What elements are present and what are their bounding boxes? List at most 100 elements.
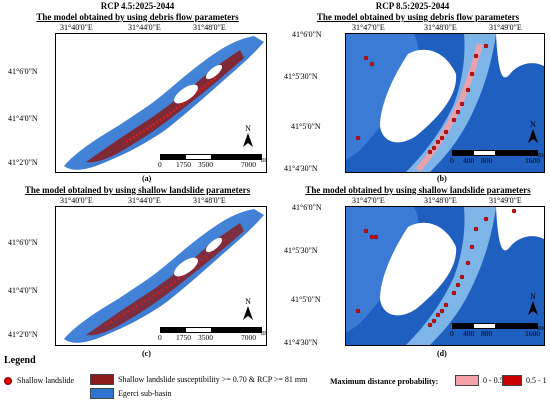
landslide-dot-icon — [4, 376, 12, 385]
north-arrow-icon — [243, 133, 253, 147]
map-panel-c — [55, 206, 267, 346]
scale-bar-a — [160, 154, 262, 160]
gap-c-2 — [205, 237, 223, 253]
scale-b-3: 1600 — [525, 156, 540, 165]
y-tick-d-1: 41°6'0"N — [292, 203, 322, 212]
susceptibility-area-c — [86, 223, 244, 336]
map-d-svg — [346, 207, 544, 345]
north-arrow-b: N — [528, 120, 538, 145]
legend-basin: Egerci sub-basin — [90, 388, 172, 399]
legend-prob-high: 0.5 - 1 — [502, 375, 547, 386]
stream-corridor-d — [406, 207, 496, 345]
x-tick-b-1: 31°47'0"E — [352, 23, 385, 32]
scale-c-unit: m — [261, 328, 267, 337]
scale-a-unit: m — [261, 155, 267, 164]
scale-b-2: 800 — [481, 156, 493, 165]
y-tick-c-3: 41°2'0"N — [8, 330, 38, 339]
legend-susceptibility-label: Shallow landslide susceptibility >= 0.70… — [118, 375, 308, 384]
landslide-points-b — [355, 43, 489, 155]
scale-bar-d — [452, 323, 538, 329]
map-a-svg — [64, 36, 264, 170]
north-label-c: N — [245, 297, 251, 306]
scale-d-1: 400 — [463, 329, 475, 338]
north-arrow-icon — [528, 301, 538, 315]
y-tick-d-4: 41°4'30"N — [284, 338, 318, 347]
scale-c-1: 1750 — [176, 333, 191, 342]
basin-gap-d — [380, 222, 457, 316]
panel-label-b: (b) — [437, 174, 447, 183]
outside-basin-d — [496, 207, 544, 251]
y-tick-d-3: 41°5'0"N — [291, 295, 321, 304]
x-tick-a-3: 31°48'0"E — [193, 23, 226, 32]
gap-c-1 — [174, 257, 198, 277]
landslide-cluster-c — [105, 238, 227, 326]
north-label-b: N — [530, 120, 536, 129]
x-tick-d-2: 31°48'0"E — [424, 196, 457, 205]
scale-b-unit: m — [538, 150, 544, 159]
scale-b-1: 400 — [463, 156, 475, 165]
y-tick-c-1: 41°6'0"N — [8, 238, 38, 247]
terrain-b-1 — [346, 34, 419, 160]
terrain-d-1 — [346, 207, 419, 333]
scale-d-0: 0 — [450, 329, 454, 338]
scale-a-2: 3500 — [198, 160, 213, 169]
x-tick-c-2: 31°44'0"E — [128, 196, 161, 205]
y-tick-b-1: 41°6'0"N — [292, 30, 322, 39]
legend-prob-low-label: 0 - 0.5 — [483, 376, 504, 385]
prob-high-swatch — [502, 375, 522, 386]
legend-prob-low: 0 - 0.5 — [455, 375, 504, 386]
scale-c-2: 3500 — [198, 333, 213, 342]
scenario-title-rcp85: RCP 8.5:2025-2044 — [375, 1, 450, 11]
x-tick-a-2: 31°44'0"E — [128, 23, 161, 32]
map-b-svg — [346, 34, 544, 172]
north-arrow-d: N — [528, 292, 538, 317]
y-tick-a-3: 41°2'0"N — [8, 158, 38, 167]
scale-a-0: 0 — [158, 160, 162, 169]
x-tick-d-3: 31°49'0"E — [489, 196, 522, 205]
x-tick-c-1: 31°40'0"E — [60, 196, 93, 205]
scale-c-0: 0 — [158, 333, 162, 342]
north-arrow-icon — [243, 306, 253, 320]
legend-susceptibility: Shallow landslide susceptibility >= 0.70… — [90, 374, 307, 385]
map-panel-d — [345, 206, 545, 346]
legend-shallow-landslide-label: Shallow landslide — [17, 376, 75, 385]
legend-prob-high-label: 0.5 - 1 — [526, 376, 547, 385]
panel-a-title: The model obtained by using debris flow … — [36, 12, 239, 22]
y-tick-b-2: 41°5'30"N — [284, 72, 318, 81]
x-tick-b-3: 31°49'0"E — [489, 23, 522, 32]
y-tick-d-2: 41°5'30"N — [284, 246, 318, 255]
susceptibility-area-a — [86, 50, 244, 163]
y-tick-b-3: 41°5'0"N — [291, 122, 321, 131]
legend-shallow-landslide: Shallow landslide — [4, 376, 74, 385]
x-tick-a-1: 31°40'0"E — [60, 23, 93, 32]
legend-title: Legend — [4, 355, 36, 366]
scale-a-1: 1750 — [176, 160, 191, 169]
legend-max-prob-title: Maximum distance probability: — [330, 377, 439, 386]
north-label-a: N — [245, 124, 251, 133]
scenario-title-rcp45: RCP 4.5:2025-2044 — [100, 1, 175, 11]
x-tick-b-2: 31°48'0"E — [424, 23, 457, 32]
basin-gap-b — [380, 49, 457, 143]
legend-basin-label: Egerci sub-basin — [118, 389, 172, 398]
map-panel-b — [345, 33, 545, 173]
scale-d-3: 1600 — [525, 329, 540, 338]
panel-b-title: The model obtained by using debris flow … — [316, 12, 520, 22]
outside-basin-b — [496, 34, 544, 78]
y-tick-a-1: 41°6'0"N — [8, 67, 38, 76]
y-tick-c-2: 41°4'0"N — [8, 286, 38, 295]
scale-d-unit: m — [538, 323, 544, 332]
map-panel-a — [55, 33, 267, 173]
y-tick-a-2: 41°4'0"N — [8, 114, 38, 123]
panel-c-title: The model obtained by using shallow land… — [24, 185, 251, 195]
landslide-points-d — [355, 208, 517, 328]
map-c-svg — [64, 209, 264, 343]
landslide-cluster-a — [125, 76, 217, 144]
gap-a-2 — [205, 64, 223, 80]
scale-d-2: 800 — [481, 329, 493, 338]
y-tick-b-4: 41°4'30"N — [284, 164, 318, 173]
scale-bar-b — [452, 150, 538, 156]
north-arrow-icon — [528, 129, 538, 143]
gap-a-1 — [174, 84, 198, 104]
basin-swatch — [90, 388, 114, 399]
panel-label-d: (d) — [437, 349, 447, 358]
